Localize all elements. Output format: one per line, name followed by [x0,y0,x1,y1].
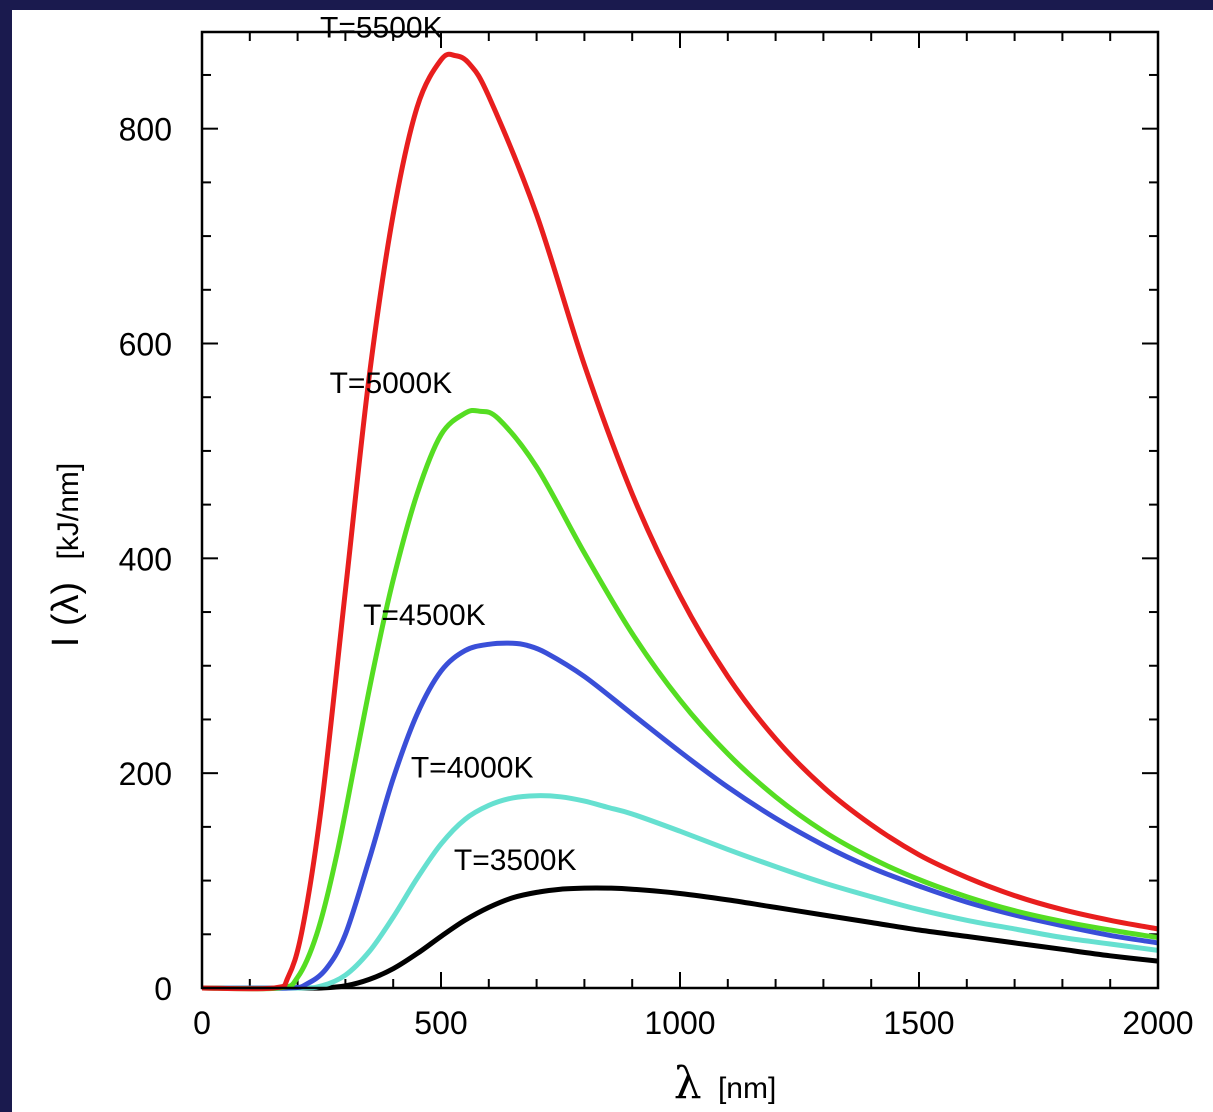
series-line-t-5000k [201,407,1159,992]
series-label: T=4500K [363,599,486,632]
x-axis-label-unit: [nm] [718,1072,776,1105]
series-label: T=4000K [411,752,534,785]
x-tick-label: 1000 [644,1005,715,1041]
y-tick-label: 200 [119,756,172,792]
y-axis-label-symbol: I (λ) [45,582,87,647]
series-line-t-5500k [201,51,1159,992]
y-tick-label: 600 [119,327,172,363]
x-tick-label: 500 [414,1005,467,1041]
series-line-t-3500k [202,885,1159,991]
series-layer [201,51,1159,992]
x-tick-label: 2000 [1122,1005,1193,1041]
y-tick-label: 400 [119,541,172,577]
series-line-t-4000k [201,793,1159,991]
y-axis-label: I (λ) [kJ/nm] [45,463,87,647]
ticks-layer [201,32,1159,989]
y-tick-label: 0 [154,971,172,1007]
y-axis-label-unit: [kJ/nm] [52,463,85,560]
series-label: T=5500K [320,12,443,45]
x-axis-label-symbol: λ [674,1058,702,1109]
series-line-t-4500k [201,640,1159,991]
y-tick-label: 800 [119,112,172,148]
plot-frame [200,30,1160,990]
x-tick-label: 0 [193,1005,211,1041]
series-label: T=3500K [454,844,577,877]
series-label: T=5000K [330,367,453,400]
x-axis-label: λ [nm] [674,1058,777,1109]
x-tick-label: 1500 [883,1005,954,1041]
labels-layer: 0 500 1000 1500 2000 0 200 400 600 800 T=5500K T=50… [119,12,1194,1041]
